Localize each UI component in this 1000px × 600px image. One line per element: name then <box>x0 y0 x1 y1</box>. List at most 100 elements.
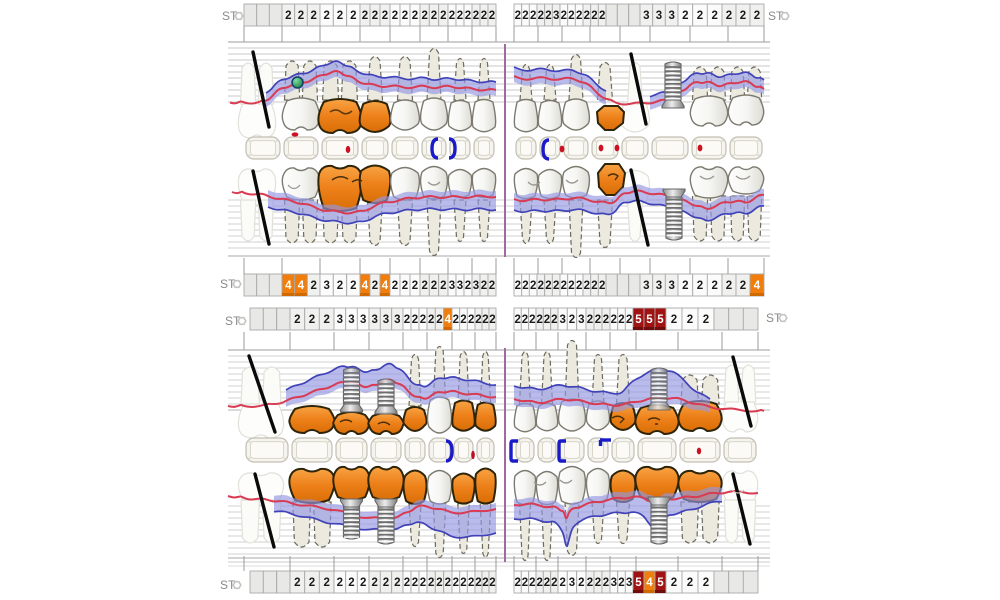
svg-text:2: 2 <box>412 280 418 292</box>
svg-text:2: 2 <box>481 10 487 22</box>
svg-text:2: 2 <box>453 577 459 589</box>
svg-text:2: 2 <box>465 280 471 292</box>
svg-text:2: 2 <box>412 314 418 326</box>
svg-text:2: 2 <box>310 10 316 22</box>
svg-text:2: 2 <box>453 314 459 326</box>
svg-text:2: 2 <box>576 10 582 22</box>
svg-text:2: 2 <box>603 577 609 589</box>
svg-text:2: 2 <box>431 280 437 292</box>
svg-text:2: 2 <box>402 280 408 292</box>
svg-text:3: 3 <box>668 10 674 22</box>
svg-text:2: 2 <box>298 10 304 22</box>
svg-text:2: 2 <box>475 314 481 326</box>
svg-text:5: 5 <box>635 314 642 326</box>
svg-text:2: 2 <box>591 280 597 292</box>
svg-text:2: 2 <box>578 577 584 589</box>
svg-text:3: 3 <box>578 314 584 326</box>
svg-text:4: 4 <box>362 280 369 292</box>
svg-text:2: 2 <box>522 577 528 589</box>
svg-text:2: 2 <box>553 280 559 292</box>
svg-text:5: 5 <box>657 577 664 589</box>
svg-text:2: 2 <box>323 577 329 589</box>
svg-text:2: 2 <box>544 577 550 589</box>
svg-text:2: 2 <box>294 577 300 589</box>
svg-text:2: 2 <box>482 577 488 589</box>
svg-text:2: 2 <box>754 10 760 22</box>
svg-text:2: 2 <box>436 577 442 589</box>
svg-text:2: 2 <box>697 10 703 22</box>
svg-text:3: 3 <box>668 280 674 292</box>
svg-text:2: 2 <box>569 314 575 326</box>
svg-text:2: 2 <box>428 314 434 326</box>
svg-text:ST: ST <box>768 9 784 23</box>
svg-text:2: 2 <box>460 577 466 589</box>
svg-text:2: 2 <box>489 577 495 589</box>
svg-text:4: 4 <box>382 280 389 292</box>
svg-text:2: 2 <box>402 10 408 22</box>
svg-text:3: 3 <box>348 314 354 326</box>
svg-text:2: 2 <box>726 280 732 292</box>
svg-text:ST: ST <box>220 277 236 291</box>
svg-text:2: 2 <box>568 280 574 292</box>
svg-text:4: 4 <box>285 280 292 292</box>
svg-text:2: 2 <box>551 314 557 326</box>
svg-text:2: 2 <box>481 280 487 292</box>
svg-text:3: 3 <box>559 314 565 326</box>
svg-text:2: 2 <box>440 10 446 22</box>
svg-text:2: 2 <box>584 280 590 292</box>
svg-text:ST: ST <box>222 9 238 23</box>
svg-text:3: 3 <box>656 280 662 292</box>
svg-text:2: 2 <box>337 280 343 292</box>
svg-text:2: 2 <box>561 280 567 292</box>
svg-text:ST: ST <box>766 311 782 325</box>
svg-text:ST: ST <box>225 314 241 328</box>
svg-text:3: 3 <box>457 280 463 292</box>
svg-text:2: 2 <box>703 577 709 589</box>
svg-text:2: 2 <box>482 314 488 326</box>
svg-text:2: 2 <box>412 10 418 22</box>
svg-text:2: 2 <box>310 280 316 292</box>
svg-text:2: 2 <box>420 314 426 326</box>
svg-text:2: 2 <box>440 280 446 292</box>
svg-text:2: 2 <box>350 10 356 22</box>
svg-text:2: 2 <box>522 10 528 22</box>
svg-text:3: 3 <box>394 314 400 326</box>
svg-text:2: 2 <box>514 577 520 589</box>
svg-text:2: 2 <box>460 314 466 326</box>
svg-text:2: 2 <box>591 10 597 22</box>
svg-text:2: 2 <box>457 10 463 22</box>
svg-text:3: 3 <box>611 577 617 589</box>
svg-text:2: 2 <box>703 314 709 326</box>
svg-text:2: 2 <box>392 10 398 22</box>
svg-text:2: 2 <box>551 577 557 589</box>
svg-text:2: 2 <box>372 10 378 22</box>
svg-text:2: 2 <box>595 577 601 589</box>
svg-text:2: 2 <box>294 314 300 326</box>
svg-text:2: 2 <box>428 577 434 589</box>
svg-text:2: 2 <box>682 10 688 22</box>
svg-text:2: 2 <box>536 577 542 589</box>
svg-text:2: 2 <box>383 577 389 589</box>
svg-text:2: 2 <box>522 280 528 292</box>
svg-text:2: 2 <box>465 10 471 22</box>
svg-text:2: 2 <box>671 314 677 326</box>
svg-text:2: 2 <box>603 314 609 326</box>
svg-text:2: 2 <box>529 577 535 589</box>
svg-text:2: 2 <box>529 314 535 326</box>
svg-text:2: 2 <box>421 10 427 22</box>
svg-text:ST: ST <box>220 578 236 592</box>
svg-text:2: 2 <box>392 280 398 292</box>
svg-text:2: 2 <box>576 280 582 292</box>
svg-text:2: 2 <box>559 577 565 589</box>
svg-text:2: 2 <box>522 314 528 326</box>
svg-text:2: 2 <box>285 10 291 22</box>
svg-text:2: 2 <box>671 577 677 589</box>
svg-text:2: 2 <box>618 314 624 326</box>
svg-text:2: 2 <box>618 577 624 589</box>
svg-text:2: 2 <box>726 10 732 22</box>
svg-text:2: 2 <box>309 577 315 589</box>
svg-text:2: 2 <box>394 577 400 589</box>
svg-text:2: 2 <box>515 10 521 22</box>
svg-text:2: 2 <box>382 10 388 22</box>
svg-text:2: 2 <box>545 280 551 292</box>
